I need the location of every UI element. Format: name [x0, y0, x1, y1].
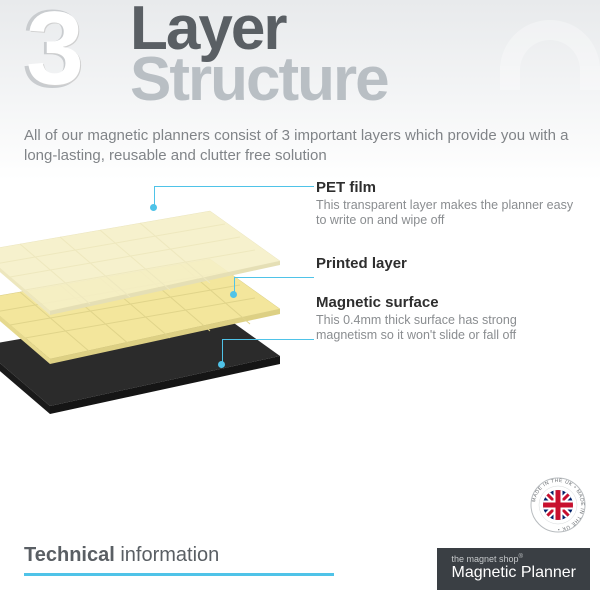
header: 3 3 Layer Structure [0, 0, 600, 108]
tech-bold: Technical [24, 544, 115, 566]
callout-printed: Printed layer [316, 255, 576, 272]
layers-svg: ner [0, 181, 300, 431]
title-line2: Structure [130, 53, 388, 108]
made-in-uk-badge: MADE IN THE UK • MADE IN THE UK • [530, 477, 586, 538]
callout-pet-film: PET film This transparent layer makes th… [316, 179, 576, 229]
title: Layer Structure [130, 2, 388, 107]
number-3: 3 3 [22, 8, 122, 108]
callouts: PET film This transparent layer makes th… [316, 171, 576, 363]
footer-technical: Technical information [24, 544, 334, 576]
tech-rest: information [115, 544, 220, 566]
intro-text: All of our magnetic planners consist of … [24, 126, 576, 167]
callout-magnetic: Magnetic surface This 0.4mm thick surfac… [316, 294, 576, 344]
footer-brand: the magnet shop® Magnetic Planner [437, 548, 590, 590]
layer-diagram: ner PET [0, 171, 600, 421]
accent-bar [24, 573, 334, 576]
